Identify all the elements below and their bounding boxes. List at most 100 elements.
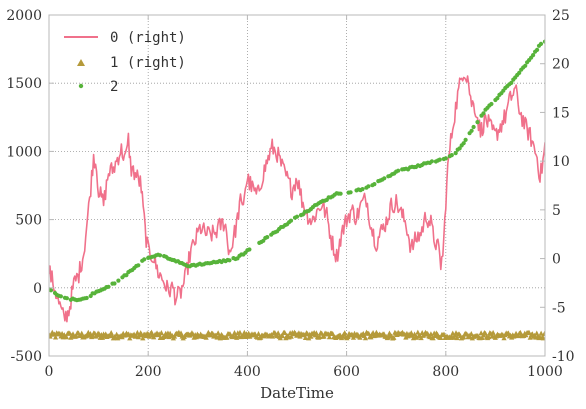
series-2-point [471,124,476,130]
series-1-point [403,334,409,340]
series-1-point [234,334,240,340]
y-left-tick-label: -500 [11,349,42,365]
series-1-point [540,335,545,341]
series-2-point [360,187,365,192]
series-2-point [116,278,121,283]
series-2-point [495,96,500,101]
x-tick-labels: 0 200 400 600 800 1000 [45,364,563,380]
series-2-point [509,80,514,85]
y-right-tick-label: -5 [552,300,566,316]
series-2-point [288,218,294,223]
series-1-point [282,329,288,335]
series-1-point [306,335,312,341]
series-2-point [227,258,232,263]
series-1-point [114,331,120,337]
legend-label-series-0: 0 (right) [110,30,186,46]
y-left-tick-label: 1000 [6,144,42,160]
series-2-point [158,253,163,258]
series-2-point [382,176,387,181]
series-1-point [231,330,238,336]
x-tick-label: 0 [45,364,54,380]
legend-label-series-1: 1 (right) [110,55,186,71]
series-1-point [326,334,333,340]
series-1-point [414,334,420,340]
plot-frame [48,14,546,357]
series-2-point [463,137,468,142]
series-1-point [342,330,348,336]
series-2-point [523,63,528,68]
series-2-point [372,182,377,187]
series-1-point [454,335,460,341]
legend-swatch-series-1 [77,59,85,66]
series-2-point [294,214,300,219]
series-1-point [345,333,351,339]
series-layer [49,39,545,341]
series-2-point [247,247,252,252]
tick-marks [48,14,546,357]
series-1-point [441,331,447,337]
y-right-tick-label: 25 [552,8,570,24]
legend-label-series-2: 2 [110,79,118,95]
series-1-point [119,334,125,340]
series-1-point [158,330,164,336]
series-2-point [106,284,111,289]
y-right-tick-label: 15 [552,105,570,121]
series-1-point [134,329,140,335]
series-2-point [124,273,129,278]
series-1-point [357,334,363,340]
series-1-point [127,335,133,341]
y-left-tick-label: 2000 [6,8,42,24]
series-1-point [313,330,319,336]
series-2-point [136,263,141,268]
series-1-point [452,332,458,338]
series-2-point [535,47,540,53]
legend: 0 (right) 1 (right) 2 [64,30,186,95]
series-1-point [468,330,474,336]
series-1-point [501,335,507,341]
series-1-point [52,334,59,340]
series-1-markers [49,329,545,341]
series-2-point [437,157,442,162]
series-1-point [526,329,532,335]
y-left-tick-label: 500 [15,213,42,229]
y-right-tick-label: 10 [552,154,570,170]
series-2-point [475,120,480,125]
series-2-point [443,156,448,161]
series-1-point [279,333,286,339]
series-2-point [112,281,117,286]
series-2-point [429,159,434,164]
y-right-tick-label: 20 [552,57,570,73]
series-1-point [479,334,485,340]
series-2-point [542,39,545,44]
series-2-point [489,101,494,107]
series-1-point [438,334,444,340]
series-2-point [449,153,454,158]
series-1-point [79,330,85,336]
series-0-line [49,75,545,323]
series-1-point [275,330,281,336]
series-1-point [302,334,309,340]
series-1-point [415,329,421,335]
series-2-point [531,53,536,58]
series-2-point [265,235,270,240]
series-2-point [481,111,486,116]
series-2-point [453,151,458,156]
series-1-point [156,331,162,337]
series-1-point [391,334,397,340]
series-2-point [461,141,466,146]
y-right-tick-label: -10 [552,349,575,365]
series-1-point [432,333,438,339]
series-2-point [517,70,522,75]
series-1-point [461,334,467,340]
series-2-point [396,168,401,173]
x-tick-label: 1000 [527,364,563,380]
series-2-point [142,257,147,262]
series-2-point [84,295,89,301]
x-tick-label: 600 [333,364,360,380]
series-1-point [237,329,243,335]
y-right-tick-label: 0 [552,252,561,268]
series-1-point [255,330,262,336]
series-2-point [64,296,69,301]
series-1-point [321,333,327,339]
